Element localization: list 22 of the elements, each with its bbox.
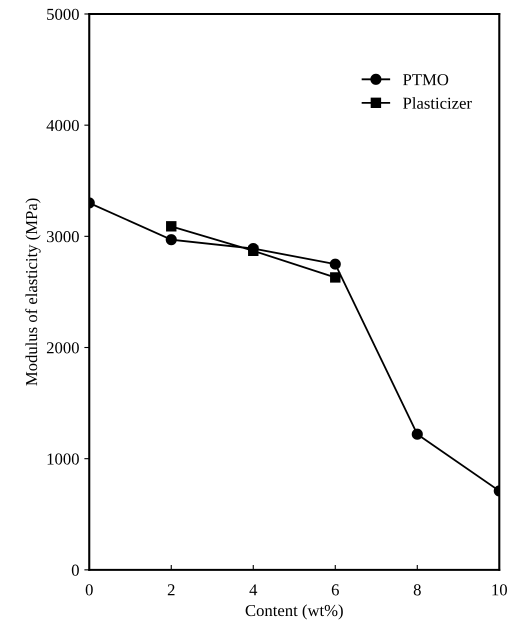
point <box>330 272 340 283</box>
point <box>248 246 258 256</box>
point <box>166 234 177 246</box>
y-axis-title: Modulus of elasticity (MPa) <box>25 198 41 386</box>
x-tick-label: 10 <box>492 584 507 596</box>
x-tick-label: 2 <box>168 584 175 596</box>
point <box>330 258 341 270</box>
legend-label: Plasticizer <box>403 97 472 109</box>
legend-label: PTMO <box>403 74 448 86</box>
x-tick-label: 0 <box>86 584 93 596</box>
y-tick-label: 5000 <box>47 8 79 20</box>
x-tick-label: 6 <box>332 584 339 596</box>
y-tick-label: 0 <box>72 564 79 576</box>
x-axis-title: Content (wt%) <box>246 604 343 620</box>
point <box>166 221 176 232</box>
y-tick-label: 2000 <box>46 342 79 354</box>
x-tick-label: 8 <box>414 584 421 596</box>
point <box>412 428 423 440</box>
y-tick-label: 3000 <box>46 231 79 242</box>
y-tick-label: 4000 <box>46 120 79 132</box>
x-tick-label: 4 <box>249 584 258 596</box>
y-tick-label: 1000 <box>48 453 79 465</box>
